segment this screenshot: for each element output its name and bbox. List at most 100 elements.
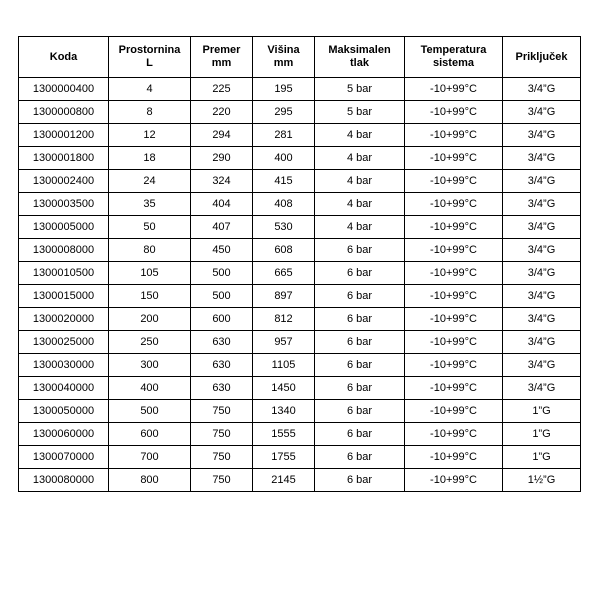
table-cell: 500 [191, 285, 253, 308]
col-header-label: Prostornina [109, 44, 190, 57]
table-cell: 750 [191, 469, 253, 492]
table-cell: 530 [253, 216, 315, 239]
col-header-label: Koda [19, 51, 108, 64]
col-header-label: Višina [253, 44, 314, 57]
table-cell: -10+99°C [405, 101, 503, 124]
table-cell: 415 [253, 170, 315, 193]
table-cell: 150 [109, 285, 191, 308]
table-cell: 750 [191, 400, 253, 423]
table-cell: 500 [191, 262, 253, 285]
col-header-label: Temperatura [405, 44, 502, 57]
table-row: 130004000040063014506 bar-10+99°C3/4”G [19, 377, 581, 400]
table-cell: 600 [109, 423, 191, 446]
table-row: 1300003500354044084 bar-10+99°C3/4”G [19, 193, 581, 216]
table-cell: 4 bar [315, 170, 405, 193]
table-cell: 957 [253, 331, 315, 354]
table-cell: 300 [109, 354, 191, 377]
table-cell: 3/4”G [503, 193, 581, 216]
table-cell: 800 [109, 469, 191, 492]
table-cell: 1300080000 [19, 469, 109, 492]
table-cell: 6 bar [315, 239, 405, 262]
table-cell: -10+99°C [405, 377, 503, 400]
table-cell: -10+99°C [405, 285, 503, 308]
table-cell: 324 [191, 170, 253, 193]
table-cell: 630 [191, 354, 253, 377]
table-row: 13000200002006008126 bar-10+99°C3/4”G [19, 308, 581, 331]
table-cell: 8 [109, 101, 191, 124]
table-cell: 1450 [253, 377, 315, 400]
table-cell: -10+99°C [405, 400, 503, 423]
table-cell: 1300070000 [19, 446, 109, 469]
page: Koda Prostornina L Premer mm Višina mm M… [0, 0, 600, 600]
table-cell: 1300001800 [19, 147, 109, 170]
col-header-label: Premer [191, 44, 252, 57]
table-cell: 408 [253, 193, 315, 216]
table-cell: 4 bar [315, 147, 405, 170]
table-cell: 4 bar [315, 124, 405, 147]
table-row: 1300002400243244154 bar-10+99°C3/4”G [19, 170, 581, 193]
table-cell: 3/4”G [503, 285, 581, 308]
table-cell: 3/4”G [503, 101, 581, 124]
table-cell: 3/4”G [503, 308, 581, 331]
table-row: 130000040042251955 bar-10+99°C3/4”G [19, 78, 581, 101]
col-header-label: Priključek [503, 51, 580, 64]
table-cell: 4 bar [315, 193, 405, 216]
table-cell: 250 [109, 331, 191, 354]
table-row: 130008000080075021456 bar-10+99°C1½”G [19, 469, 581, 492]
table-row: 1300001800182904004 bar-10+99°C3/4”G [19, 147, 581, 170]
table-cell: 1300050000 [19, 400, 109, 423]
table-cell: 1105 [253, 354, 315, 377]
col-header-sublabel: sistema [405, 57, 502, 70]
table-cell: 3/4”G [503, 377, 581, 400]
table-cell: 6 bar [315, 446, 405, 469]
table-cell: 200 [109, 308, 191, 331]
table-cell: 404 [191, 193, 253, 216]
table-cell: 1755 [253, 446, 315, 469]
table-row: 130007000070075017556 bar-10+99°C1”G [19, 446, 581, 469]
table-cell: 24 [109, 170, 191, 193]
table-row: 130006000060075015556 bar-10+99°C1”G [19, 423, 581, 446]
col-header-temperatura: Temperatura sistema [405, 37, 503, 78]
table-cell: 3/4”G [503, 216, 581, 239]
table-cell: 6 bar [315, 285, 405, 308]
table-cell: 294 [191, 124, 253, 147]
table-cell: 400 [109, 377, 191, 400]
table-cell: 1300015000 [19, 285, 109, 308]
table-cell: 3/4”G [503, 147, 581, 170]
table-cell: 1300005000 [19, 216, 109, 239]
table-cell: 4 [109, 78, 191, 101]
table-cell: 1300010500 [19, 262, 109, 285]
spec-table: Koda Prostornina L Premer mm Višina mm M… [18, 36, 581, 492]
table-cell: 3/4”G [503, 262, 581, 285]
col-header-prikljucek: Priključek [503, 37, 581, 78]
table-cell: 450 [191, 239, 253, 262]
table-cell: -10+99°C [405, 354, 503, 377]
table-cell: 400 [253, 147, 315, 170]
table-cell: 665 [253, 262, 315, 285]
table-cell: 1300040000 [19, 377, 109, 400]
table-cell: 3/4”G [503, 78, 581, 101]
table-cell: -10+99°C [405, 262, 503, 285]
table-cell: -10+99°C [405, 216, 503, 239]
table-cell: 1300000400 [19, 78, 109, 101]
table-cell: 12 [109, 124, 191, 147]
col-header-label: Maksimalen [315, 44, 404, 57]
table-cell: 1340 [253, 400, 315, 423]
table-cell: -10+99°C [405, 308, 503, 331]
table-cell: 1”G [503, 400, 581, 423]
table-cell: 1300003500 [19, 193, 109, 216]
table-cell: 281 [253, 124, 315, 147]
table-cell: 4 bar [315, 216, 405, 239]
table-cell: -10+99°C [405, 193, 503, 216]
table-cell: 220 [191, 101, 253, 124]
table-cell: 6 bar [315, 423, 405, 446]
table-cell: 6 bar [315, 308, 405, 331]
table-cell: 3/4”G [503, 331, 581, 354]
table-cell: 3/4”G [503, 239, 581, 262]
table-cell: 6 bar [315, 354, 405, 377]
table-cell: 2145 [253, 469, 315, 492]
table-cell: 18 [109, 147, 191, 170]
table-cell: 750 [191, 446, 253, 469]
table-row: 130000080082202955 bar-10+99°C3/4”G [19, 101, 581, 124]
table-cell: -10+99°C [405, 446, 503, 469]
